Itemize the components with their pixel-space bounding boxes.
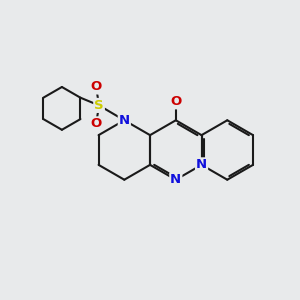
Text: N: N	[196, 158, 207, 171]
Text: N: N	[119, 114, 130, 127]
Text: N: N	[170, 173, 182, 186]
Text: O: O	[91, 80, 102, 94]
Text: S: S	[94, 99, 104, 112]
Text: O: O	[170, 95, 182, 108]
Text: O: O	[91, 117, 102, 130]
